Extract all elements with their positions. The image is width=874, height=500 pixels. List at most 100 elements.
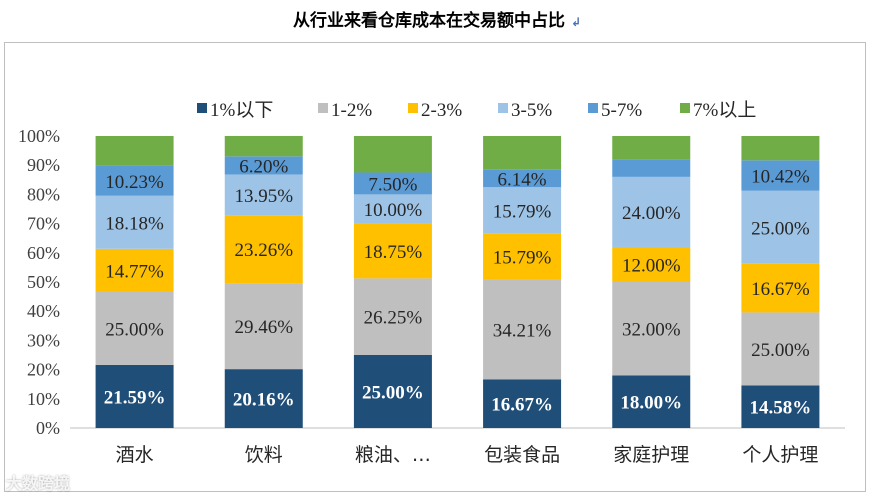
data-label: 6.14% (498, 169, 547, 190)
data-label: 14.58% (750, 398, 812, 419)
data-label: 16.67% (751, 279, 810, 300)
legend-swatch (498, 103, 508, 113)
data-label: 10.23% (105, 172, 164, 193)
bar-segment (612, 246, 691, 282)
data-label: 18.00% (620, 393, 682, 414)
bar-segment (95, 364, 174, 428)
data-label: 12.00% (622, 255, 681, 276)
data-label: 16.67% (491, 395, 553, 416)
bar-segment (741, 136, 820, 161)
bar-segment (95, 291, 174, 365)
bar-segment (741, 385, 820, 428)
bar-segment (483, 187, 562, 234)
bar-segment (741, 263, 820, 313)
data-label: 14.77% (105, 261, 164, 282)
legend-swatch (318, 103, 328, 113)
bar-segment (483, 169, 562, 188)
chart-frame (4, 42, 866, 492)
bar-segment (612, 375, 691, 428)
y-tick-label: 60% (27, 243, 60, 263)
bar-segment (353, 278, 432, 355)
x-tick-label: 个人护理 (742, 444, 818, 466)
bar-segment (612, 136, 691, 160)
data-label: 25.00% (751, 340, 810, 361)
y-tick-label: 70% (27, 214, 60, 234)
bar-segment (353, 223, 432, 279)
data-label: 15.79% (493, 201, 552, 222)
data-label: 7.50% (368, 174, 417, 195)
data-label: 26.25% (364, 308, 423, 329)
y-tick-label: 30% (27, 330, 60, 350)
data-label: 18.18% (105, 213, 164, 234)
y-tick-label: 10% (27, 389, 60, 409)
bar-segment (741, 160, 820, 191)
bar-segment (612, 159, 691, 177)
bar-segment (612, 176, 691, 247)
chart-title-text: 从行业来看仓库成本在交易额中占比 (292, 11, 565, 31)
data-label: 21.59% (104, 387, 166, 408)
bar-segment (224, 215, 303, 284)
data-label: 34.21% (493, 320, 552, 341)
bar-segment (353, 194, 432, 224)
data-label: 10.42% (751, 167, 810, 188)
data-label: 29.46% (234, 317, 293, 338)
bar-segment (741, 312, 820, 386)
legend-swatch (197, 103, 207, 113)
bar-segment (353, 355, 432, 428)
x-tick-label: 酒水 (116, 444, 154, 466)
data-label: 25.00% (362, 383, 424, 404)
bar-segment (741, 190, 820, 264)
bar-segment (483, 233, 562, 280)
data-label: 25.00% (105, 319, 164, 340)
data-label: 25.00% (751, 218, 810, 239)
data-label: 15.79% (493, 247, 552, 268)
legend-label: 3-5% (511, 100, 552, 121)
bar-segment (95, 165, 174, 196)
bar-segment (95, 195, 174, 249)
data-label: 10.00% (364, 200, 423, 221)
chart-title: 从行业来看仓库成本在交易额中占比 ↲ (0, 6, 874, 31)
title-mark: ↲ (570, 15, 582, 29)
data-label: 32.00% (622, 320, 681, 341)
data-label: 20.16% (233, 390, 295, 411)
x-tick-label: 粮油、… (355, 444, 431, 466)
bar-segment (224, 156, 303, 175)
legend-label: 1-2% (331, 100, 372, 121)
legend-label: 7%以上 (693, 99, 756, 121)
y-tick-label: 40% (27, 301, 60, 321)
x-tick-label: 包装食品 (484, 444, 560, 466)
bar-segment (483, 136, 562, 170)
y-tick-label: 90% (27, 155, 60, 175)
bar-segment (224, 283, 303, 370)
legend-label: 5-7% (601, 100, 642, 121)
bar-segment (483, 379, 562, 428)
y-tick-label: 0% (36, 418, 60, 438)
legend-swatch (408, 103, 418, 113)
x-tick-label: 饮料 (245, 444, 283, 466)
bar-segment (95, 136, 174, 166)
bar-segment (353, 136, 432, 173)
y-tick-label: 50% (27, 272, 60, 292)
legend-label: 1%以下 (210, 100, 273, 121)
data-label: 18.75% (364, 242, 423, 263)
bar-segment (224, 174, 303, 216)
y-tick-label: 100% (18, 126, 60, 146)
x-tick-label: 家庭护理 (613, 444, 689, 466)
watermark: 大数跨境 (6, 474, 71, 493)
legend-swatch (588, 103, 598, 113)
y-tick-label: 80% (27, 184, 60, 204)
bar-segment (353, 172, 432, 195)
legend-label: 2-3% (421, 100, 462, 121)
bar-segment (483, 279, 562, 380)
y-tick-label: 20% (27, 360, 60, 380)
bar-segment (612, 282, 691, 376)
data-label: 13.95% (234, 186, 293, 207)
bar-segment (224, 369, 303, 428)
bar-segment (224, 135, 303, 157)
data-label: 24.00% (622, 203, 681, 224)
legend-swatch (680, 103, 690, 113)
data-label: 6.20% (239, 156, 288, 177)
data-label: 23.26% (234, 240, 293, 261)
bar-segment (95, 248, 174, 292)
